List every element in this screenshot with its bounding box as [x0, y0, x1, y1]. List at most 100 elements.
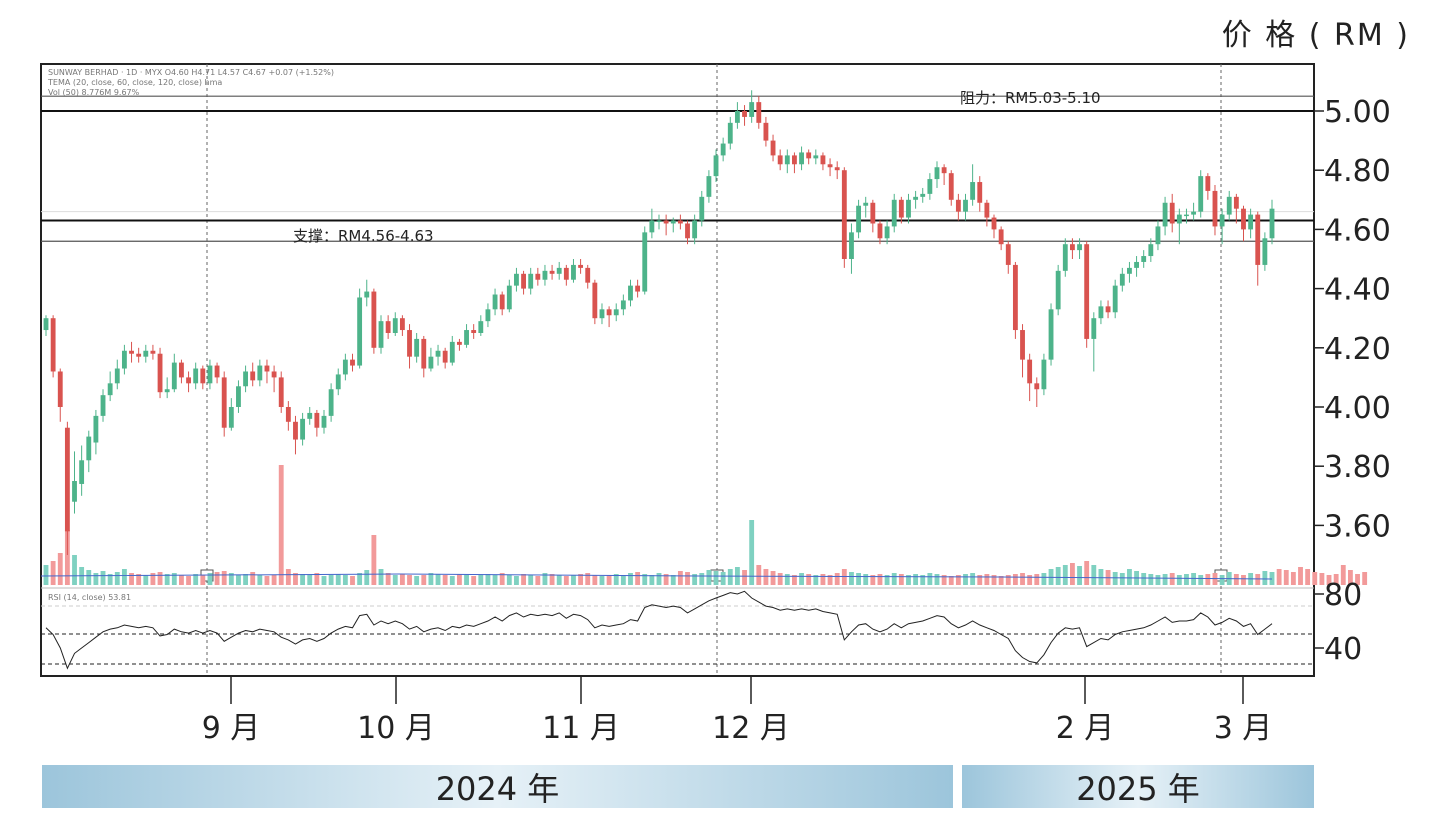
candle-body — [293, 421, 298, 440]
candle-body — [599, 309, 605, 319]
candle-body — [1205, 176, 1211, 191]
candle-body — [727, 122, 733, 144]
volume-bar — [613, 574, 619, 585]
candle-body — [200, 368, 206, 384]
rsi-header: RSI (14, close) 53.81 — [48, 593, 131, 602]
volume-bar — [1020, 573, 1025, 585]
volume-bar — [221, 571, 227, 585]
volume-bar — [585, 573, 591, 585]
volume-bar — [449, 576, 455, 585]
volume-bar — [307, 575, 313, 585]
volume-bar — [628, 573, 633, 585]
volume-bar — [1098, 569, 1104, 585]
volume-bar — [521, 574, 526, 585]
candle-body — [898, 199, 904, 218]
candle-body — [107, 383, 113, 396]
volume-bar — [856, 573, 862, 585]
candle-body — [528, 273, 534, 289]
candle-body — [1241, 208, 1246, 230]
candle-body — [834, 167, 840, 171]
volume-bar — [877, 574, 883, 585]
candle-body — [1212, 190, 1218, 227]
volume-bar — [1141, 573, 1147, 585]
candle-body — [1184, 214, 1189, 217]
candle-body — [1105, 306, 1111, 313]
volume-bar — [257, 575, 263, 585]
candle-body — [948, 173, 954, 200]
candle-body — [713, 155, 719, 177]
volume-bar — [93, 573, 99, 585]
volume-bar — [471, 576, 477, 585]
candle-body — [171, 362, 177, 390]
volume-bar — [364, 570, 370, 585]
volume-bar — [906, 575, 911, 585]
candle-body — [970, 182, 976, 200]
candle-body — [863, 202, 869, 206]
candle-body — [963, 199, 968, 212]
candle-body — [86, 436, 92, 461]
volume-bar — [1283, 570, 1289, 585]
volume-bar — [1127, 569, 1132, 585]
volume-bar — [542, 573, 548, 585]
volume-bar — [799, 573, 804, 585]
volume-bar — [820, 574, 826, 585]
candle-body — [692, 220, 698, 239]
candle-body — [221, 377, 227, 428]
candle-body — [236, 386, 241, 407]
candle-body — [1119, 273, 1125, 286]
volume-bar — [1298, 567, 1303, 585]
volume-bar — [884, 575, 890, 585]
candle-body — [385, 321, 391, 333]
candle-body — [285, 407, 291, 422]
volume-bar — [599, 576, 605, 585]
candle-body — [435, 350, 441, 357]
candle-body — [1027, 359, 1033, 384]
candle-body — [114, 368, 120, 384]
volume-bar — [1276, 569, 1282, 585]
candle-body — [535, 273, 541, 280]
volume-bar — [963, 574, 968, 585]
candle-body — [991, 217, 997, 230]
volume-bar — [870, 575, 876, 585]
volume-bar — [1262, 571, 1268, 585]
volume-bar — [264, 576, 270, 585]
year-label-2025: 2025 年 — [962, 765, 1314, 808]
candle-body — [770, 140, 776, 156]
candle-body — [1233, 196, 1239, 209]
candle-body — [906, 199, 911, 218]
volume-bar — [43, 565, 49, 585]
candle-body — [1112, 285, 1118, 313]
volume-bar — [984, 574, 990, 585]
candle-body — [1062, 244, 1068, 271]
volume-bar — [514, 576, 519, 585]
candle-body — [136, 353, 142, 357]
volume-bar — [435, 574, 441, 585]
candle-body — [998, 229, 1004, 245]
candle-body — [207, 365, 213, 384]
candle-body — [685, 223, 690, 239]
candle-body — [977, 182, 983, 203]
volume-bar — [236, 575, 241, 585]
price-tick-label: 4.20 — [1324, 332, 1391, 367]
volume-bar — [421, 575, 427, 585]
volume-bar — [1205, 574, 1211, 585]
candle-body — [670, 220, 676, 224]
volume-bar — [713, 571, 719, 585]
volume-bar — [941, 575, 947, 585]
volume-bar — [407, 575, 412, 585]
candle-body — [777, 155, 783, 165]
volume-bar — [1255, 574, 1261, 585]
volume-bar — [100, 571, 106, 585]
volume-bar — [670, 575, 676, 585]
volume-bar — [228, 573, 234, 585]
price-tick-label: 4.40 — [1324, 273, 1391, 308]
candle-body — [706, 176, 712, 197]
candle-body — [129, 350, 134, 354]
candle-body — [677, 220, 683, 224]
volume-bar — [535, 576, 541, 585]
candle-body — [563, 267, 569, 280]
month-label: 11 月 — [542, 711, 620, 746]
volume-bar — [592, 575, 598, 585]
resistance-label: 阻力：RM5.03-5.10 — [960, 89, 1101, 107]
volume-bar — [806, 574, 812, 585]
